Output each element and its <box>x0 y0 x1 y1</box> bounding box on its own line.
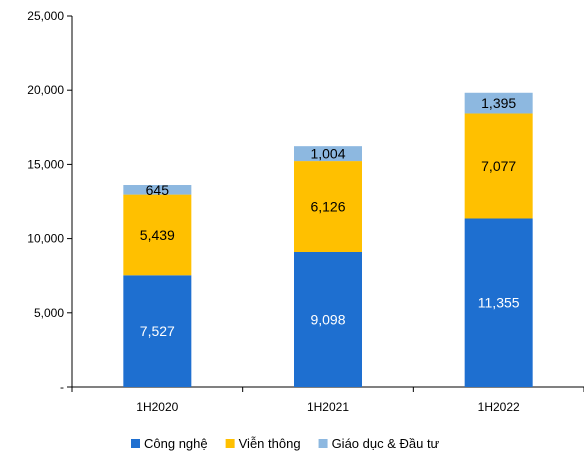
legend-swatch <box>318 439 328 448</box>
legend-swatch <box>225 439 235 448</box>
bar-segment <box>294 251 362 387</box>
bar-segment <box>123 275 192 387</box>
data-label: 645 <box>146 182 170 198</box>
data-label: 1,004 <box>310 146 345 162</box>
x-tick-label: 1H2020 <box>136 400 178 414</box>
y-tick-label: 20,000 <box>27 83 64 97</box>
bar-segment <box>123 194 192 276</box>
y-tick-label: - <box>60 380 64 394</box>
legend-label: Giáo dục & Đầu tư <box>332 436 440 451</box>
y-tick-label: 5,000 <box>34 306 64 320</box>
bar-segment <box>464 113 533 219</box>
legend: Công nghệ Viễn thông Giáo dục & Đầu tư <box>131 436 440 451</box>
x-tick-label: 1H2022 <box>478 400 520 414</box>
data-label: 9,098 <box>310 311 345 327</box>
legend-label: Viễn thông <box>239 436 301 451</box>
y-axis: - 5,000 10,000 15,000 20,000 25,000 <box>27 9 73 394</box>
data-label: 6,126 <box>310 199 345 215</box>
bars: 7,527 5,439 645 9,098 6,126 1,004 11,355 7,077 1… <box>123 92 533 387</box>
data-label: 7,527 <box>140 323 175 339</box>
bar-segment <box>294 161 362 252</box>
data-label: 5,439 <box>140 227 175 243</box>
y-tick-label: 25,000 <box>27 9 64 23</box>
x-tick-label: 1H2021 <box>307 400 349 414</box>
y-tick-label: 15,000 <box>27 157 64 171</box>
bar-segment <box>123 185 192 195</box>
bar-segment <box>464 92 533 114</box>
data-label: 7,077 <box>481 158 516 174</box>
data-label: 11,355 <box>478 295 520 311</box>
legend-label: Công nghệ <box>144 436 208 451</box>
y-tick-label: 10,000 <box>27 232 64 246</box>
data-label: 1,395 <box>481 95 516 111</box>
bar-segment <box>294 146 362 162</box>
bar-segment <box>464 218 533 387</box>
legend-swatch <box>131 439 140 448</box>
x-axis: 1H2020 1H2021 1H2022 <box>71 386 584 414</box>
